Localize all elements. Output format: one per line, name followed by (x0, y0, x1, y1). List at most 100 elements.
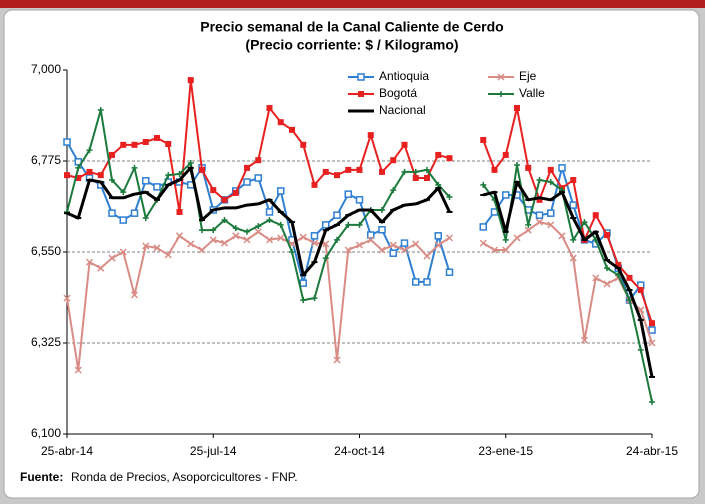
point (86, 168, 93, 175)
point (390, 187, 397, 194)
point (322, 240, 330, 248)
point (86, 147, 93, 154)
point (434, 241, 442, 249)
point (299, 279, 307, 287)
point (379, 168, 385, 175)
point (120, 141, 127, 148)
point (243, 178, 251, 186)
point (64, 172, 70, 179)
point (254, 174, 262, 182)
point (75, 164, 82, 171)
point (356, 221, 363, 228)
x-tick-label: 25-jul-14 (190, 444, 237, 458)
x-tick-label: 25-abr-14 (41, 444, 93, 458)
point (243, 236, 251, 244)
point (513, 234, 521, 242)
point (187, 77, 194, 84)
point (165, 141, 172, 148)
point (199, 227, 205, 234)
point (344, 246, 352, 254)
chart-title: Precio semanal de la Canal Caliente de C… (200, 19, 503, 35)
x-tick-label: 23-ene-15 (478, 444, 533, 458)
point (130, 209, 139, 217)
point (221, 196, 228, 203)
point (277, 119, 284, 126)
point (199, 166, 205, 173)
series (64, 77, 655, 327)
point (232, 189, 239, 196)
point (187, 240, 195, 248)
point (232, 232, 240, 240)
point (75, 174, 82, 181)
point (142, 242, 150, 250)
point (355, 241, 364, 249)
point (536, 196, 543, 203)
point (109, 151, 115, 158)
point (378, 226, 386, 234)
point (502, 236, 509, 243)
series (63, 218, 656, 374)
legend-label: Eje (519, 69, 537, 83)
point (357, 73, 365, 81)
point (604, 232, 610, 239)
point (536, 177, 543, 184)
point (479, 239, 487, 247)
point (108, 254, 116, 262)
x-tick-label: 24-oct-14 (334, 444, 385, 458)
point (345, 221, 352, 228)
point (333, 356, 341, 364)
point (334, 172, 340, 179)
point (389, 249, 397, 257)
point (109, 177, 115, 184)
point (277, 187, 285, 195)
point (120, 189, 127, 196)
point (97, 107, 104, 114)
point (400, 246, 409, 254)
point (547, 221, 555, 229)
point (423, 278, 431, 286)
point (187, 160, 194, 167)
source-text: Ronda de Precios, Asoporcicultores - FNP… (71, 470, 298, 484)
series (64, 166, 655, 378)
point (322, 168, 329, 175)
point (131, 141, 138, 148)
point (535, 218, 544, 226)
point (569, 201, 577, 209)
point (142, 138, 149, 145)
top-strip (0, 0, 705, 8)
point (356, 166, 363, 173)
point (615, 261, 622, 268)
point (502, 151, 509, 158)
y-tick-label: 6,550 (31, 244, 61, 258)
point (592, 274, 600, 282)
point (345, 166, 352, 173)
point (502, 246, 510, 254)
point (333, 211, 341, 219)
point (649, 399, 655, 406)
legend-label: Antioquia (379, 69, 429, 83)
point (119, 248, 127, 256)
point (412, 174, 419, 181)
point (524, 226, 532, 234)
point (131, 164, 138, 171)
y-tick-label: 6,100 (31, 426, 61, 440)
point (255, 157, 262, 164)
point (63, 138, 71, 146)
point (604, 265, 610, 272)
point (592, 212, 599, 219)
point (221, 217, 228, 224)
point (130, 291, 139, 299)
legend-label: Valle (519, 86, 545, 100)
point (367, 236, 375, 244)
point (310, 239, 319, 247)
point (514, 105, 520, 112)
y-tick-label: 6,775 (31, 153, 61, 167)
point (74, 366, 82, 374)
point (637, 346, 644, 353)
point (164, 251, 172, 259)
point (498, 91, 504, 97)
point (649, 320, 655, 327)
point (547, 179, 554, 186)
point (322, 255, 329, 262)
point (389, 241, 397, 249)
